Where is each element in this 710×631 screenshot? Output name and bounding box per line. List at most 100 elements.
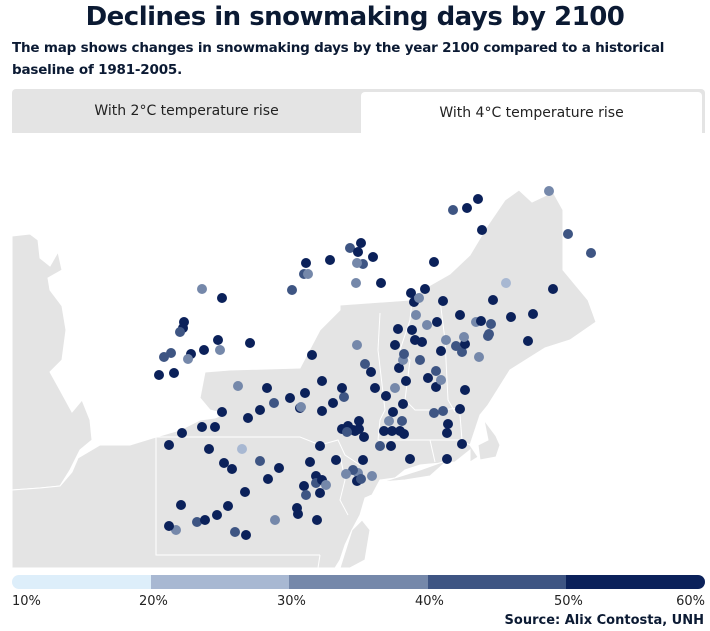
ski-area-dot[interactable] <box>240 487 250 497</box>
ski-area-dot[interactable] <box>169 368 179 378</box>
ski-area-dot[interactable] <box>245 338 255 348</box>
ski-area-dot[interactable] <box>351 278 361 288</box>
ski-area-dot[interactable] <box>431 382 441 392</box>
ski-area-dot[interactable] <box>501 278 511 288</box>
ski-area-dot[interactable] <box>441 335 451 345</box>
ski-area-dot[interactable] <box>210 422 220 432</box>
ski-area-dot[interactable] <box>352 340 362 350</box>
ski-area-dot[interactable] <box>381 391 391 401</box>
ski-area-dot[interactable] <box>379 426 389 436</box>
ski-area-dot[interactable] <box>263 474 273 484</box>
ski-area-dot[interactable] <box>328 398 338 408</box>
ski-area-dot[interactable] <box>305 457 315 467</box>
ski-area-dot[interactable] <box>415 355 425 365</box>
ski-area-dot[interactable] <box>442 454 452 464</box>
ski-area-dot[interactable] <box>476 316 486 326</box>
ski-area-dot[interactable] <box>488 295 498 305</box>
ski-area-dot[interactable] <box>376 278 386 288</box>
ski-area-dot[interactable] <box>301 258 311 268</box>
ski-area-dot[interactable] <box>523 336 533 346</box>
ski-area-dot[interactable] <box>422 320 432 330</box>
ski-area-dot[interactable] <box>431 366 441 376</box>
ski-area-dot[interactable] <box>269 398 279 408</box>
ski-area-dot[interactable] <box>459 332 469 342</box>
ski-area-dot[interactable] <box>176 500 186 510</box>
ski-area-dot[interactable] <box>217 407 227 417</box>
ski-area-dot[interactable] <box>394 363 404 373</box>
ski-area-dot[interactable] <box>227 464 237 474</box>
ski-area-dot[interactable] <box>255 456 265 466</box>
ski-area-dot[interactable] <box>390 383 400 393</box>
ski-area-dot[interactable] <box>438 406 448 416</box>
ski-area-dot[interactable] <box>354 424 364 434</box>
ski-area-dot[interactable] <box>429 408 439 418</box>
ski-area-dot[interactable] <box>417 337 427 347</box>
ski-area-dot[interactable] <box>293 509 303 519</box>
ski-area-dot[interactable] <box>339 392 349 402</box>
ski-area-dot[interactable] <box>317 406 327 416</box>
ski-area-dot[interactable] <box>233 381 243 391</box>
ski-area-dot[interactable] <box>414 293 424 303</box>
ski-area-dot[interactable] <box>337 383 347 393</box>
ski-area-dot[interactable] <box>586 248 596 258</box>
ski-area-dot[interactable] <box>484 329 494 339</box>
ski-area-dot[interactable] <box>192 517 202 527</box>
ski-area-dot[interactable] <box>223 501 233 511</box>
ski-area-dot[interactable] <box>506 312 516 322</box>
ski-area-dot[interactable] <box>164 521 174 531</box>
ski-area-dot[interactable] <box>219 458 229 468</box>
ski-area-dot[interactable] <box>436 375 446 385</box>
ski-area-dot[interactable] <box>241 530 251 540</box>
ski-area-dot[interactable] <box>356 474 366 484</box>
ski-area-dot[interactable] <box>399 349 409 359</box>
ski-area-dot[interactable] <box>212 510 222 520</box>
ski-area-dot[interactable] <box>230 527 240 537</box>
tab-4c-rise[interactable]: With 4°C temperature rise <box>361 92 702 133</box>
ski-area-dot[interactable] <box>352 258 362 268</box>
ski-area-dot[interactable] <box>544 186 554 196</box>
ski-area-dot[interactable] <box>353 247 363 257</box>
ski-area-dot[interactable] <box>197 422 207 432</box>
ski-area-dot[interactable] <box>262 383 272 393</box>
ski-area-dot[interactable] <box>164 440 174 450</box>
ski-area-dot[interactable] <box>474 352 484 362</box>
ski-area-dot[interactable] <box>395 426 405 436</box>
ski-area-dot[interactable] <box>325 255 335 265</box>
ski-area-dot[interactable] <box>438 296 448 306</box>
ski-area-dot[interactable] <box>312 515 322 525</box>
ski-area-dot[interactable] <box>204 444 214 454</box>
ski-area-dot[interactable] <box>199 345 209 355</box>
ski-area-dot[interactable] <box>457 347 467 357</box>
ski-area-dot[interactable] <box>411 310 421 320</box>
ski-area-dot[interactable] <box>462 203 472 213</box>
ski-area-dot[interactable] <box>360 359 370 369</box>
ski-area-dot[interactable] <box>407 325 417 335</box>
ski-area-dot[interactable] <box>405 454 415 464</box>
ski-area-dot[interactable] <box>315 488 325 498</box>
ski-area-dot[interactable] <box>443 419 453 429</box>
ski-area-dot[interactable] <box>390 340 400 350</box>
ski-area-dot[interactable] <box>548 284 558 294</box>
ski-area-dot[interactable] <box>197 284 207 294</box>
ski-area-dot[interactable] <box>342 427 352 437</box>
ski-area-dot[interactable] <box>358 455 368 465</box>
ski-area-dot[interactable] <box>477 225 487 235</box>
ski-area-dot[interactable] <box>315 441 325 451</box>
ski-area-dot[interactable] <box>183 354 193 364</box>
ski-area-dot[interactable] <box>366 367 376 377</box>
ski-area-dot[interactable] <box>341 469 351 479</box>
ski-area-dot[interactable] <box>213 335 223 345</box>
ski-area-dot[interactable] <box>375 441 385 451</box>
ski-area-dot[interactable] <box>296 402 306 412</box>
ski-area-dot[interactable] <box>243 413 253 423</box>
ski-area-dot[interactable] <box>200 515 210 525</box>
ski-area-dot[interactable] <box>387 426 397 436</box>
ski-area-dot[interactable] <box>420 284 430 294</box>
ski-area-dot[interactable] <box>370 383 380 393</box>
ski-area-dot[interactable] <box>528 309 538 319</box>
ski-area-dot[interactable] <box>317 376 327 386</box>
ski-area-dot[interactable] <box>285 393 295 403</box>
ski-area-dot[interactable] <box>423 373 433 383</box>
ski-area-dot[interactable] <box>397 416 407 426</box>
ski-area-dot[interactable] <box>388 407 398 417</box>
